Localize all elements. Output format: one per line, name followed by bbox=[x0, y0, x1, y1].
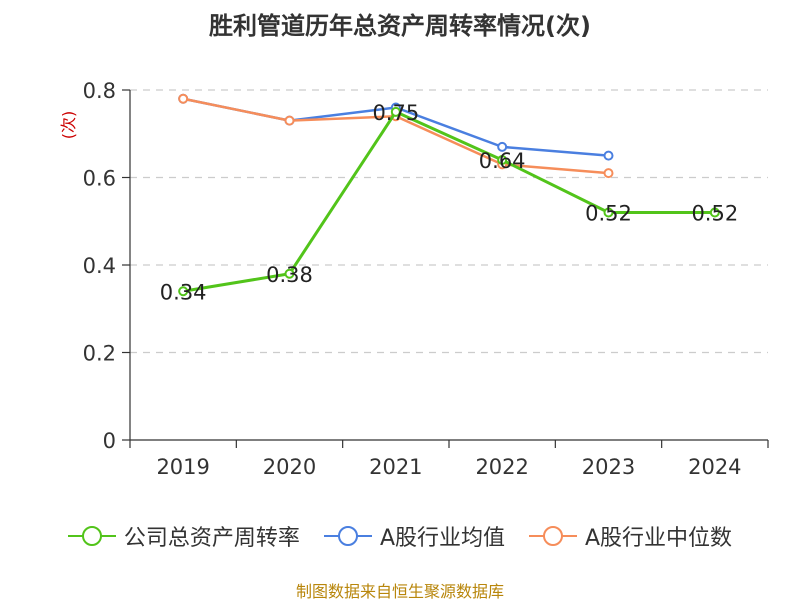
x-tick-label: 2024 bbox=[688, 455, 741, 479]
legend: 公司总资产周转率 A股行业均值 A股行业中位数 bbox=[0, 520, 800, 552]
data-point[interactable] bbox=[709, 207, 720, 218]
chart-title: 胜利管道历年总资产周转率情况(次) bbox=[209, 12, 591, 40]
data-label: 0.64 bbox=[479, 149, 526, 173]
data-label: 0.38 bbox=[266, 263, 313, 287]
y-tick-label: 0 bbox=[103, 429, 116, 453]
x-tick-label: 2023 bbox=[582, 455, 635, 479]
data-point[interactable] bbox=[497, 141, 508, 152]
legend-item-industry-median[interactable]: A股行业中位数 bbox=[529, 520, 732, 552]
data-point[interactable] bbox=[178, 286, 189, 297]
series-line bbox=[182, 110, 715, 293]
data-label: 0.52 bbox=[691, 202, 738, 226]
y-tick-label: 0.6 bbox=[83, 167, 116, 191]
data-label: 0.75 bbox=[372, 101, 419, 125]
data-point[interactable] bbox=[284, 115, 295, 126]
legend-item-industry-mean[interactable]: A股行业均值 bbox=[323, 520, 505, 552]
data-point[interactable] bbox=[284, 268, 295, 279]
y-axis-label: (次) bbox=[59, 111, 78, 140]
data-point[interactable] bbox=[178, 93, 189, 104]
data-point[interactable] bbox=[497, 155, 508, 165]
x-tick-label: 2019 bbox=[156, 455, 209, 479]
legend-marker-blue bbox=[323, 526, 372, 546]
data-point[interactable] bbox=[390, 106, 401, 117]
legend-marker-orange bbox=[529, 526, 577, 546]
legend-label-industry-median: A股行业中位数 bbox=[585, 526, 733, 551]
data-point[interactable] bbox=[603, 207, 614, 218]
x-tick-label: 2022 bbox=[475, 455, 528, 479]
y-tick-label: 0.2 bbox=[83, 342, 116, 366]
legend-marker-green bbox=[67, 526, 116, 546]
data-point[interactable] bbox=[603, 168, 614, 179]
legend-label-industry-mean: A股行业均值 bbox=[379, 526, 505, 551]
y-tick-label: 0.4 bbox=[83, 254, 116, 278]
x-tick-label: 2020 bbox=[263, 455, 316, 479]
legend-item-company[interactable]: 公司总资产周转率 bbox=[67, 520, 300, 552]
y-tick-label: 0.8 bbox=[83, 79, 116, 103]
data-point[interactable] bbox=[603, 150, 614, 161]
source-note: 制图数据来自恒生聚源数据库 bbox=[295, 582, 504, 601]
legend-label-company: 公司总资产周转率 bbox=[123, 526, 300, 551]
x-tick-label: 2021 bbox=[369, 455, 422, 479]
data-label: 0.34 bbox=[160, 280, 207, 304]
data-label: 0.52 bbox=[585, 202, 632, 226]
